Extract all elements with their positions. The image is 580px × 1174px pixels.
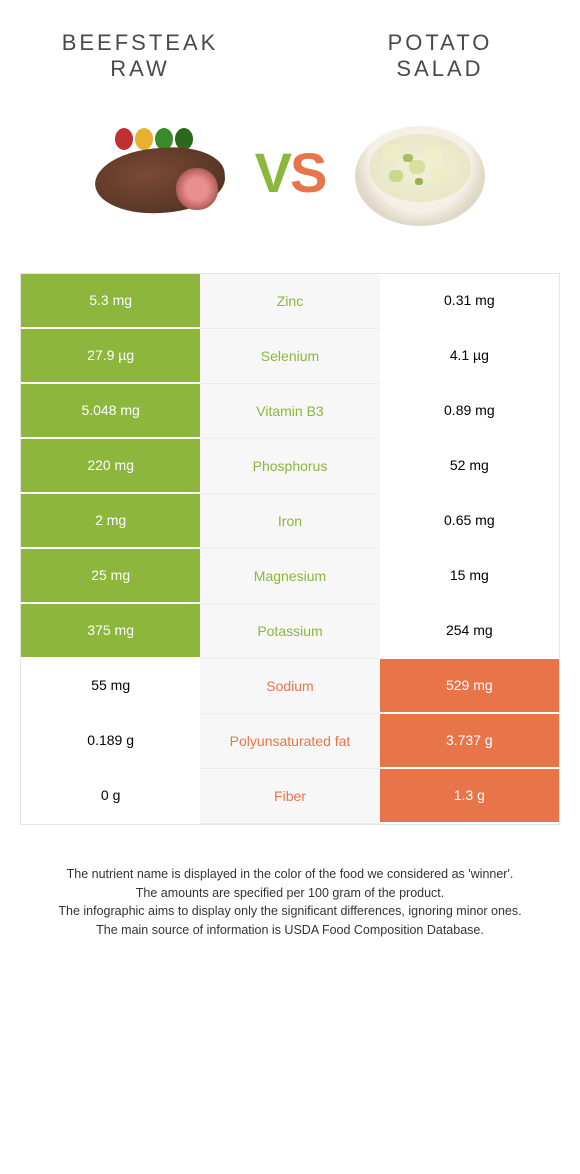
right-value: 4.1 µg [380, 329, 559, 384]
left-value: 5.3 mg [21, 274, 200, 329]
table-row: 2 mgIron0.65 mg [21, 494, 559, 549]
nutrient-label: Phosphorus [200, 439, 379, 494]
right-food-line2: SALAD [350, 56, 530, 82]
nutrient-label: Sodium [200, 659, 379, 714]
right-value: 1.3 g [380, 769, 559, 824]
right-value: 529 mg [380, 659, 559, 714]
vs-s: S [290, 141, 325, 204]
left-value: 27.9 µg [21, 329, 200, 384]
table-row: 5.3 mgZinc0.31 mg [21, 274, 559, 329]
right-value: 0.89 mg [380, 384, 559, 439]
left-food-title: BEEFSTEAK RAW [50, 30, 230, 83]
right-value: 15 mg [380, 549, 559, 604]
table-row: 27.9 µgSelenium4.1 µg [21, 329, 559, 384]
nutrient-label: Vitamin B3 [200, 384, 379, 439]
footnote: The nutrient name is displayed in the co… [0, 825, 580, 950]
left-value: 375 mg [21, 604, 200, 659]
right-value: 254 mg [380, 604, 559, 659]
right-value: 0.65 mg [380, 494, 559, 549]
left-food-line1: BEEFSTEAK [50, 30, 230, 56]
right-food-image [345, 113, 495, 233]
footnote-line-1: The nutrient name is displayed in the co… [30, 865, 550, 884]
vs-row: VS [0, 93, 580, 273]
table-row: 5.048 mgVitamin B30.89 mg [21, 384, 559, 439]
right-value: 3.737 g [380, 714, 559, 769]
vs-label: VS [255, 140, 326, 205]
left-value: 2 mg [21, 494, 200, 549]
left-value: 220 mg [21, 439, 200, 494]
right-food-line1: POTATO [350, 30, 530, 56]
header: BEEFSTEAK RAW POTATO SALAD [0, 0, 580, 93]
vs-v: V [255, 141, 290, 204]
nutrient-label: Polyunsaturated fat [200, 714, 379, 769]
footnote-line-3: The infographic aims to display only the… [30, 902, 550, 921]
table-row: 25 mgMagnesium15 mg [21, 549, 559, 604]
right-value: 0.31 mg [380, 274, 559, 329]
left-value: 5.048 mg [21, 384, 200, 439]
footnote-line-4: The main source of information is USDA F… [30, 921, 550, 940]
table-row: 375 mgPotassium254 mg [21, 604, 559, 659]
left-food-line2: RAW [50, 56, 230, 82]
nutrient-label: Selenium [200, 329, 379, 384]
table-row: 0.189 gPolyunsaturated fat3.737 g [21, 714, 559, 769]
right-food-title: POTATO SALAD [350, 30, 530, 83]
left-value: 25 mg [21, 549, 200, 604]
left-value: 0 g [21, 769, 200, 824]
footnote-line-2: The amounts are specified per 100 gram o… [30, 884, 550, 903]
left-value: 55 mg [21, 659, 200, 714]
nutrient-label: Zinc [200, 274, 379, 329]
nutrient-label: Potassium [200, 604, 379, 659]
left-value: 0.189 g [21, 714, 200, 769]
table-row: 220 mgPhosphorus52 mg [21, 439, 559, 494]
left-food-image [85, 113, 235, 233]
nutrient-label: Iron [200, 494, 379, 549]
table-row: 55 mgSodium529 mg [21, 659, 559, 714]
comparison-table: 5.3 mgZinc0.31 mg27.9 µgSelenium4.1 µg5.… [20, 273, 560, 825]
table-row: 0 gFiber1.3 g [21, 769, 559, 824]
nutrient-label: Magnesium [200, 549, 379, 604]
nutrient-label: Fiber [200, 769, 379, 824]
right-value: 52 mg [380, 439, 559, 494]
